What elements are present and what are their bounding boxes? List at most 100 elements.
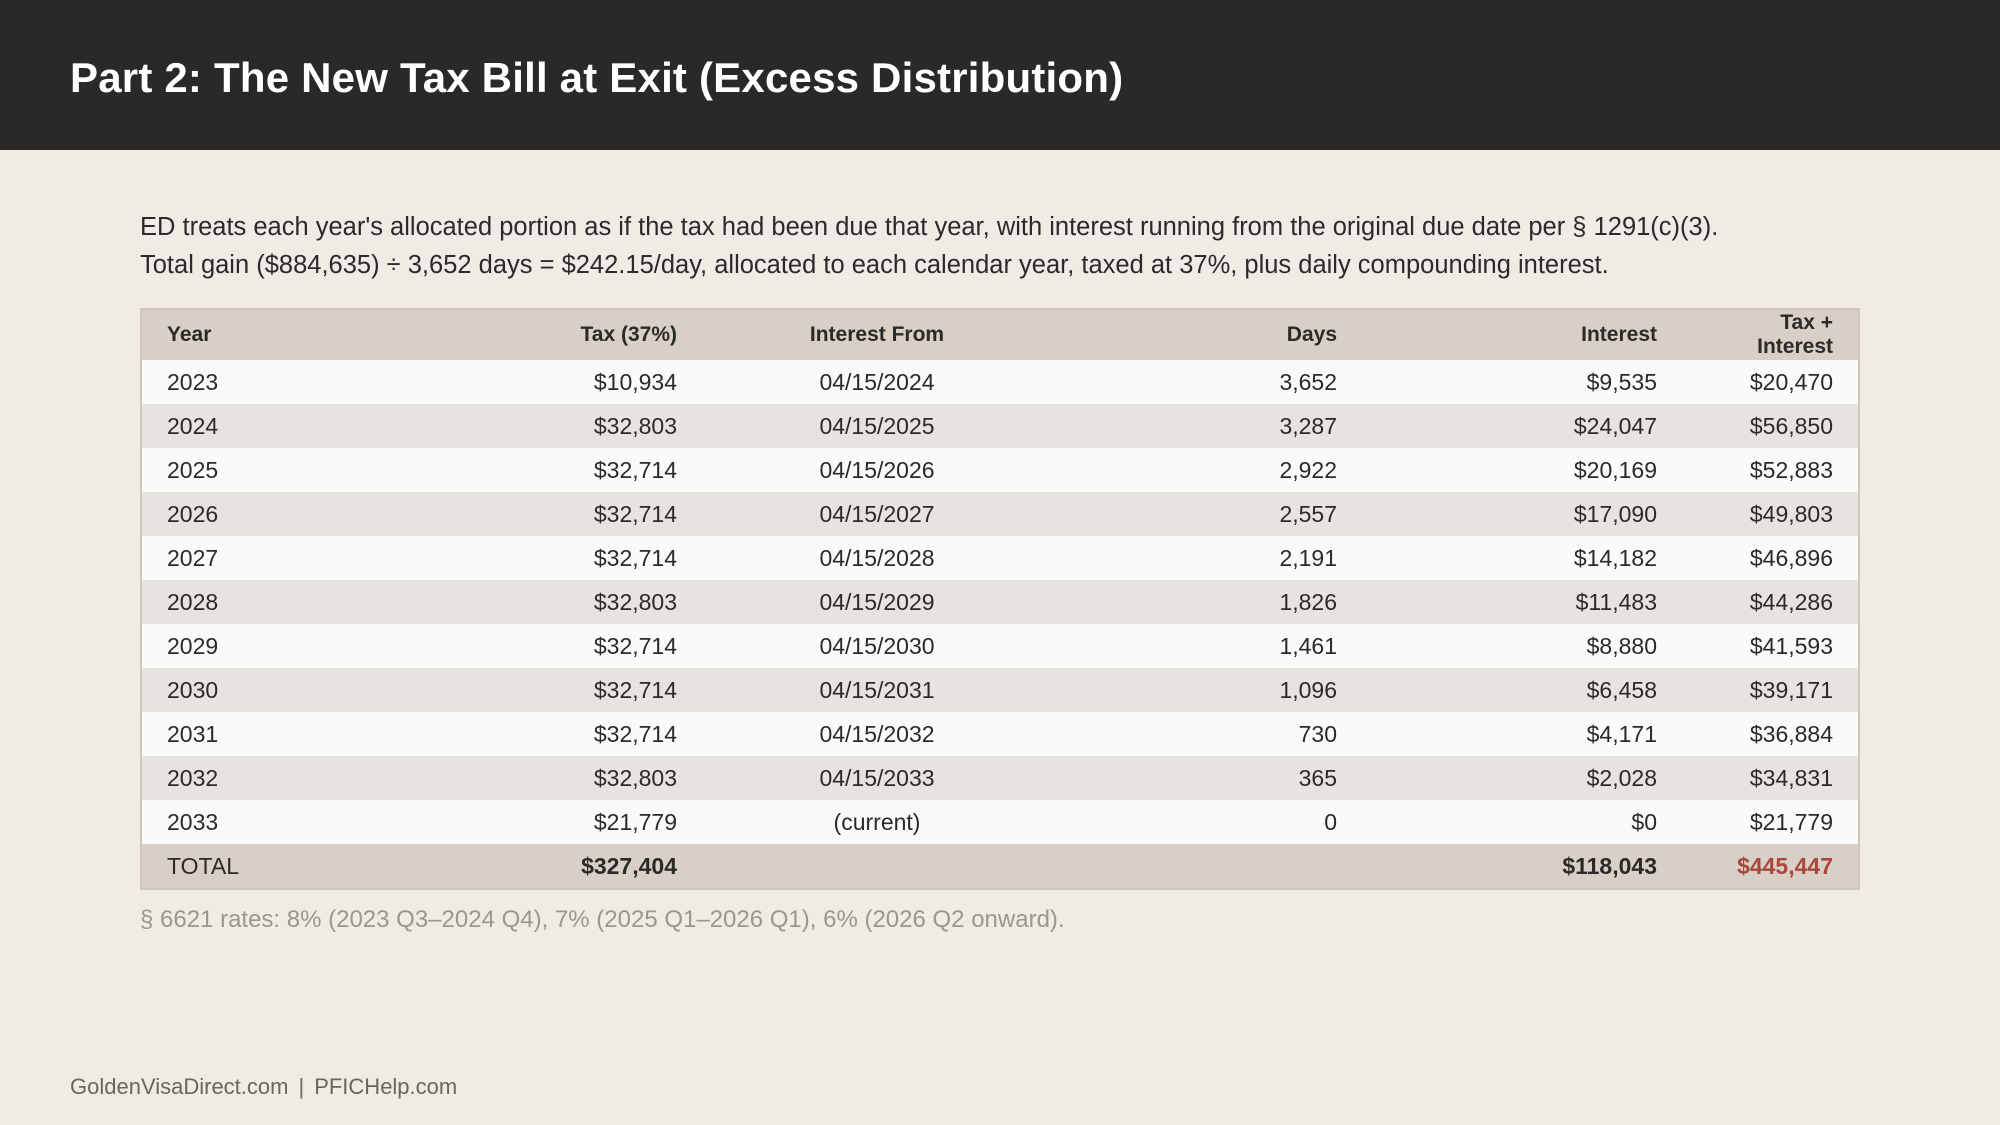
cell-year: 2025 — [142, 448, 392, 492]
cell-tax-plus-interest: $52,883 — [1682, 448, 1858, 492]
cell-tax-plus-interest: $44,286 — [1682, 580, 1858, 624]
cell-days: 1,461 — [1052, 624, 1362, 668]
cell-interest-from: 04/15/2029 — [702, 580, 1052, 624]
footer-site-goldenvisadirect: GoldenVisaDirect.com — [70, 1074, 289, 1099]
cell-year: 2028 — [142, 580, 392, 624]
cell-interest-from: 04/15/2027 — [702, 492, 1052, 536]
cell-interest: $9,535 — [1362, 360, 1682, 404]
cell-tax: $32,714 — [392, 536, 702, 580]
column-header-tax-plus-interest: Tax + Interest — [1682, 310, 1858, 360]
cell-days: 2,922 — [1052, 448, 1362, 492]
cell-interest: $17,090 — [1362, 492, 1682, 536]
table-row: 2023 $10,934 04/15/2024 3,652 $9,535 $20,470 — [142, 360, 1858, 404]
cell-tax: $10,934 — [392, 360, 702, 404]
column-header-interest: Interest — [1362, 310, 1682, 360]
cell-days: 3,287 — [1052, 404, 1362, 448]
cell-tax: $32,714 — [392, 712, 702, 756]
total-tax-plus-interest: $445,447 — [1682, 844, 1858, 888]
table-total-row: TOTAL $327,404 $118,043 $445,447 — [142, 844, 1858, 888]
cell-days: 3,652 — [1052, 360, 1362, 404]
cell-interest-from: 04/15/2032 — [702, 712, 1052, 756]
cell-interest: $6,458 — [1362, 668, 1682, 712]
column-header-days: Days — [1052, 310, 1362, 360]
cell-year: 2024 — [142, 404, 392, 448]
cell-tax-plus-interest: $49,803 — [1682, 492, 1858, 536]
total-label: TOTAL — [142, 844, 392, 888]
column-header-tax: Tax (37%) — [392, 310, 702, 360]
cell-days: 2,191 — [1052, 536, 1362, 580]
table-row: 2032 $32,803 04/15/2033 365 $2,028 $34,831 — [142, 756, 1858, 800]
cell-tax-plus-interest: $20,470 — [1682, 360, 1858, 404]
cell-interest-from: (current) — [702, 800, 1052, 844]
cell-tax-plus-interest: $41,593 — [1682, 624, 1858, 668]
page-title: Part 2: The New Tax Bill at Exit (Excess… — [70, 54, 1124, 101]
cell-interest-from: 04/15/2025 — [702, 404, 1052, 448]
table-row: 2030 $32,714 04/15/2031 1,096 $6,458 $39,171 — [142, 668, 1858, 712]
rate-footnote: § 6621 rates: 8% (2023 Q3–2024 Q4), 7% (… — [140, 906, 1065, 933]
cell-year: 2033 — [142, 800, 392, 844]
cell-year: 2027 — [142, 536, 392, 580]
cell-days: 365 — [1052, 756, 1362, 800]
column-header-year: Year — [142, 310, 392, 360]
cell-interest-from: 04/15/2031 — [702, 668, 1052, 712]
cell-tax: $32,803 — [392, 580, 702, 624]
table-header-row: Year Tax (37%) Interest From Days Intere… — [142, 310, 1858, 360]
total-interest: $118,043 — [1362, 844, 1682, 888]
column-header-interest-from: Interest From — [702, 310, 1052, 360]
cell-tax: $32,803 — [392, 756, 702, 800]
cell-interest: $20,169 — [1362, 448, 1682, 492]
cell-interest-from: 04/15/2024 — [702, 360, 1052, 404]
table-row: 2031 $32,714 04/15/2032 730 $4,171 $36,884 — [142, 712, 1858, 756]
cell-interest: $14,182 — [1362, 536, 1682, 580]
footer-separator: | — [298, 1074, 305, 1099]
cell-interest-from: 04/15/2026 — [702, 448, 1052, 492]
total-days-empty — [1052, 844, 1362, 888]
cell-tax: $21,779 — [392, 800, 702, 844]
cell-tax-plus-interest: $34,831 — [1682, 756, 1858, 800]
cell-year: 2031 — [142, 712, 392, 756]
cell-tax-plus-interest: $46,896 — [1682, 536, 1858, 580]
tax-table: Year Tax (37%) Interest From Days Intere… — [140, 308, 1860, 890]
cell-interest: $4,171 — [1362, 712, 1682, 756]
cell-interest: $2,028 — [1362, 756, 1682, 800]
cell-interest: $0 — [1362, 800, 1682, 844]
table-row: 2024 $32,803 04/15/2025 3,287 $24,047 $56,850 — [142, 404, 1858, 448]
cell-year: 2023 — [142, 360, 392, 404]
cell-interest: $11,483 — [1362, 580, 1682, 624]
intro-text: ED treats each year's allocated portion … — [140, 208, 1940, 284]
table-row: 2027 $32,714 04/15/2028 2,191 $14,182 $46,896 — [142, 536, 1858, 580]
cell-tax: $32,714 — [392, 492, 702, 536]
cell-days: 1,826 — [1052, 580, 1362, 624]
cell-days: 730 — [1052, 712, 1362, 756]
cell-interest-from: 04/15/2028 — [702, 536, 1052, 580]
cell-tax: $32,803 — [392, 404, 702, 448]
cell-year: 2029 — [142, 624, 392, 668]
cell-interest: $8,880 — [1362, 624, 1682, 668]
table-row: 2025 $32,714 04/15/2026 2,922 $20,169 $52,883 — [142, 448, 1858, 492]
total-interest-from-empty — [702, 844, 1052, 888]
total-tax: $327,404 — [392, 844, 702, 888]
table-row: 2026 $32,714 04/15/2027 2,557 $17,090 $49,803 — [142, 492, 1858, 536]
cell-tax-plus-interest: $21,779 — [1682, 800, 1858, 844]
cell-days: 1,096 — [1052, 668, 1362, 712]
cell-tax: $32,714 — [392, 448, 702, 492]
cell-interest-from: 04/15/2033 — [702, 756, 1052, 800]
footer: GoldenVisaDirect.com | PFICHelp.com — [70, 1074, 457, 1100]
table-row: 2029 $32,714 04/15/2030 1,461 $8,880 $41,593 — [142, 624, 1858, 668]
cell-interest: $24,047 — [1362, 404, 1682, 448]
intro-line-2: Total gain ($884,635) ÷ 3,652 days = $24… — [140, 251, 1609, 279]
table-row: 2028 $32,803 04/15/2029 1,826 $11,483 $44,286 — [142, 580, 1858, 624]
table-row: 2033 $21,779 (current) 0 $0 $21,779 — [142, 800, 1858, 844]
cell-days: 2,557 — [1052, 492, 1362, 536]
cell-tax-plus-interest: $56,850 — [1682, 404, 1858, 448]
cell-tax: $32,714 — [392, 668, 702, 712]
header-bar: Part 2: The New Tax Bill at Exit (Excess… — [0, 0, 2000, 150]
cell-tax-plus-interest: $39,171 — [1682, 668, 1858, 712]
cell-year: 2030 — [142, 668, 392, 712]
cell-year: 2026 — [142, 492, 392, 536]
cell-year: 2032 — [142, 756, 392, 800]
cell-tax: $32,714 — [392, 624, 702, 668]
intro-line-1: ED treats each year's allocated portion … — [140, 213, 1719, 241]
cell-days: 0 — [1052, 800, 1362, 844]
cell-interest-from: 04/15/2030 — [702, 624, 1052, 668]
